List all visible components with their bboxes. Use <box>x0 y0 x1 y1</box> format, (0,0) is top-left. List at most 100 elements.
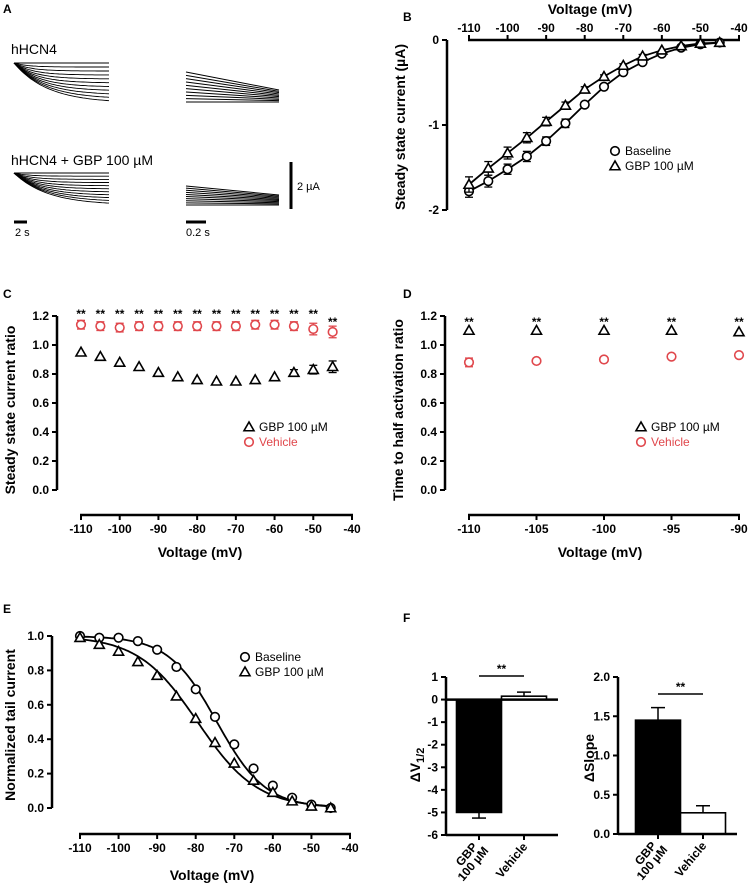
significance-marker: ** <box>212 307 222 321</box>
y-tick-label: 0.8 <box>32 367 49 381</box>
time-scale-label-right: 0.2 s <box>186 227 210 239</box>
bar-0 <box>455 698 503 814</box>
current-scale-label: 2 µA <box>297 181 321 193</box>
data-point-triangle <box>305 799 318 811</box>
data-point-triangle <box>655 43 669 55</box>
data-point-triangle <box>268 370 281 382</box>
data-point-circle <box>133 321 145 332</box>
data-point-triangle <box>674 39 688 51</box>
data-point-circle <box>113 632 124 643</box>
y-tick-label: 0.8 <box>27 663 44 677</box>
y-tick-label: 1.2 <box>32 309 49 323</box>
y-tick-label: -4 <box>427 783 438 797</box>
data-point-triangle <box>520 131 534 143</box>
chart-c: 0.0 0.2 0.4 0.6 0.8 1.0 1.2 -110 -100 -90 -80 -70 -6… <box>2 307 361 560</box>
data-point-circle <box>172 321 183 332</box>
tail-trace-control <box>185 91 280 99</box>
panel-letter-d: D <box>403 287 412 301</box>
data-point-triangle <box>287 365 301 378</box>
data-point-circle <box>75 319 87 330</box>
activation-trace-control <box>13 62 110 87</box>
y-tick-label: 0.4 <box>420 425 437 439</box>
tail-trace-gbp <box>185 191 280 199</box>
data-point-circle <box>502 164 513 175</box>
y-tick-label: 0.4 <box>27 732 44 746</box>
legend-marker <box>634 420 648 432</box>
activation-trace-control <box>13 62 110 91</box>
significance-marker: ** <box>173 307 183 321</box>
data-point-circle <box>521 151 532 162</box>
x-tick-label: -100 <box>107 841 131 855</box>
x-tick-label: -90 <box>148 841 166 855</box>
y-tick-label: 0.2 <box>420 454 437 468</box>
significance-marker: ** <box>154 307 164 321</box>
trace-label-control: hHCN4 <box>11 41 57 57</box>
data-point-circle <box>308 323 319 335</box>
data-point-triangle <box>74 345 88 357</box>
y-axis-title: ΔV1/2 <box>407 748 427 783</box>
data-point-circle <box>229 739 240 750</box>
x-tick-label: -100 <box>496 21 520 35</box>
data-point-triangle <box>73 631 87 643</box>
data-point-circle <box>579 99 590 110</box>
data-point-circle <box>211 321 222 332</box>
data-point-triangle <box>229 374 243 386</box>
activation-trace-control <box>13 62 109 80</box>
y-axis-title: Time to half activation ratio <box>390 319 406 501</box>
data-point-triangle <box>170 689 183 701</box>
y-tick-label: 0.0 <box>593 827 610 841</box>
bar-1 <box>679 812 727 835</box>
activation-trace-control <box>13 62 110 102</box>
bar-0 <box>634 719 682 835</box>
data-point-circle <box>209 711 221 722</box>
y-tick-label: 1.0 <box>27 629 44 643</box>
significance-marker: ** <box>497 662 507 676</box>
legend-marker <box>242 420 256 432</box>
x-axis-title: Voltage (mV) <box>158 544 243 560</box>
tail-trace-control <box>185 94 280 100</box>
data-point-triangle <box>636 49 649 61</box>
panel-letter-a: A <box>3 2 12 16</box>
category-label: Vehicle <box>493 840 531 881</box>
x-tick-label: -40 <box>341 841 359 855</box>
activation-trace-gbp <box>13 172 110 190</box>
activation-trace-gbp <box>13 172 110 199</box>
data-point-triangle <box>578 82 592 94</box>
x-tick-label: -60 <box>266 522 284 536</box>
data-point-triangle <box>190 373 204 385</box>
significance-marker: ** <box>270 307 280 321</box>
data-point-circle <box>171 661 182 673</box>
data-point-triangle <box>732 325 746 337</box>
y-tick-label: 0.2 <box>32 454 49 468</box>
y-tick-label: 0.0 <box>420 483 437 497</box>
tail-trace-gbp <box>185 200 280 204</box>
data-point-circle <box>114 322 125 333</box>
significance-marker: ** <box>464 315 474 329</box>
data-point-circle <box>560 118 571 129</box>
significance-marker: ** <box>251 307 261 321</box>
legend-label: Vehicle <box>259 435 298 449</box>
data-point-circle <box>531 355 542 367</box>
y-tick-label: 2.0 <box>593 670 610 684</box>
activation-trace-control <box>13 62 110 95</box>
y-tick-label: -2 <box>427 738 438 752</box>
y-tick-label: 0.0 <box>27 801 44 815</box>
legend-label: Baseline <box>625 144 671 158</box>
activation-trace-gbp <box>13 172 109 180</box>
tail-trace-gbp <box>185 187 280 197</box>
x-tick-label: -90 <box>730 522 748 536</box>
data-point-circle <box>733 350 745 361</box>
y-tick-label: 0 <box>431 693 438 707</box>
data-point-triangle <box>132 360 146 372</box>
legend-marker <box>608 159 622 171</box>
legend-label: GBP 100 µM <box>651 420 720 434</box>
x-axis-title: Voltage (mV) <box>170 867 255 883</box>
data-point-triangle <box>694 36 707 48</box>
significance-marker: ** <box>599 315 609 329</box>
y-tick-label: 0.6 <box>32 396 49 410</box>
y-axis-title-sub: 1/2 <box>415 748 427 763</box>
activation-trace-gbp <box>13 172 110 201</box>
legend-label: GBP 100 µM <box>259 420 328 434</box>
